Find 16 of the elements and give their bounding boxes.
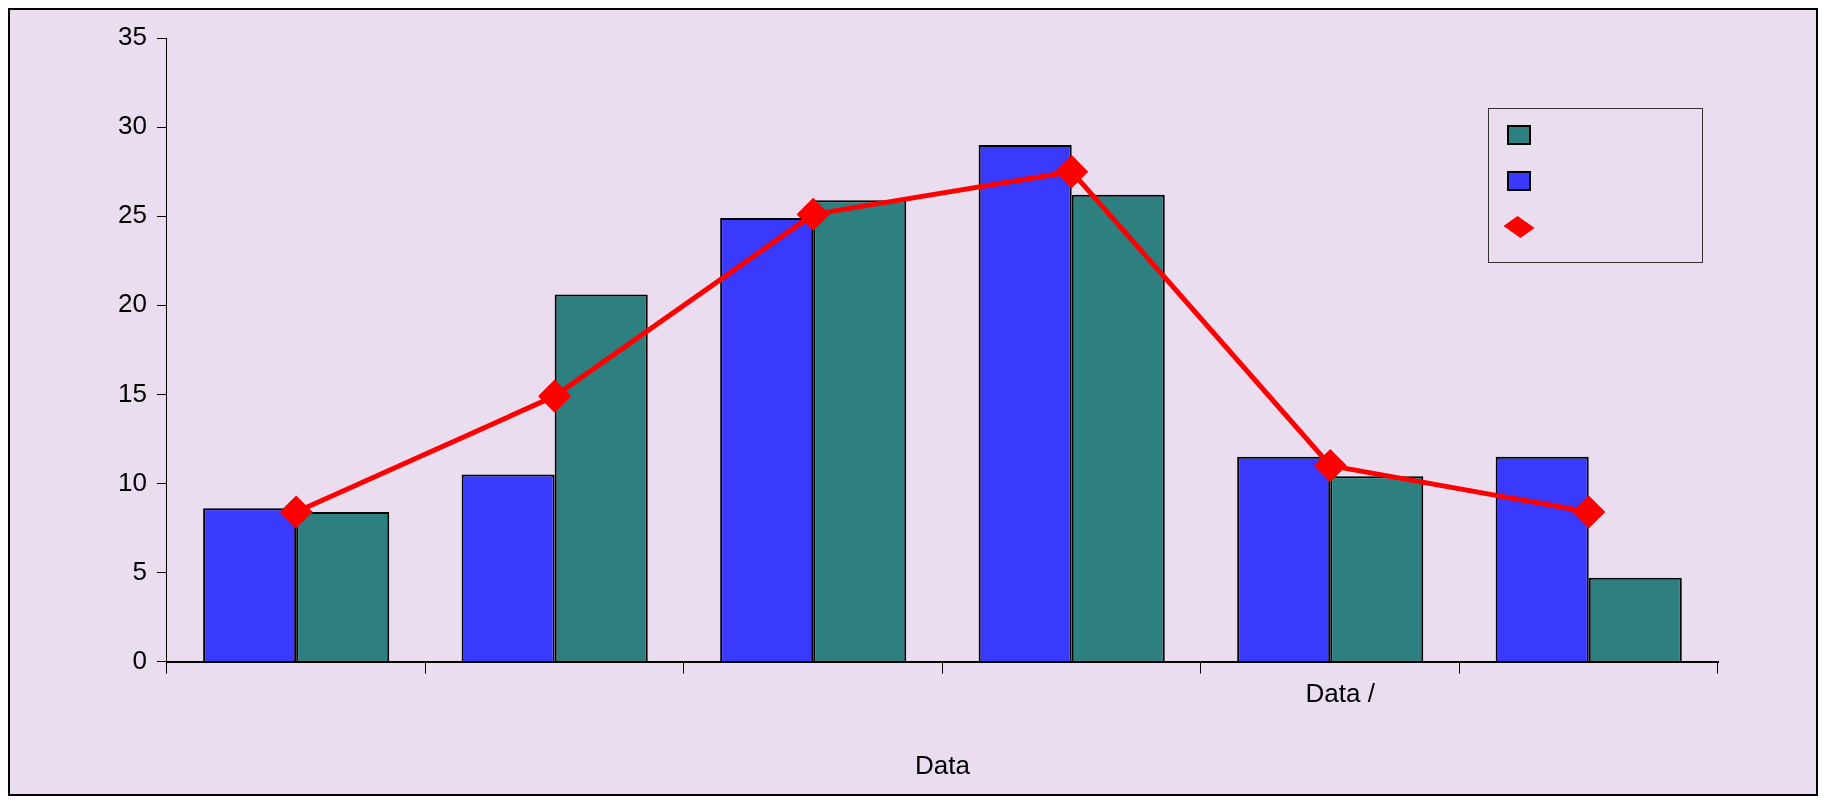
text: Data / [1305, 677, 1376, 708]
y-tick-label: 25 [118, 199, 147, 230]
point [797, 198, 829, 230]
y-tick-label: 30 [118, 110, 147, 141]
point [280, 496, 312, 528]
point [539, 380, 571, 412]
point [1573, 496, 1605, 528]
point [1314, 450, 1346, 482]
y-tick-label: 15 [118, 377, 147, 408]
y-tick-label: 0 [132, 644, 147, 675]
point [1056, 156, 1088, 188]
x-axis-title: Data [915, 749, 971, 780]
y-tick-label: 10 [118, 466, 147, 497]
y-tick-label: 20 [118, 288, 147, 319]
y-tick-label: 35 [118, 21, 147, 52]
y-tick-label: 5 [132, 555, 147, 586]
